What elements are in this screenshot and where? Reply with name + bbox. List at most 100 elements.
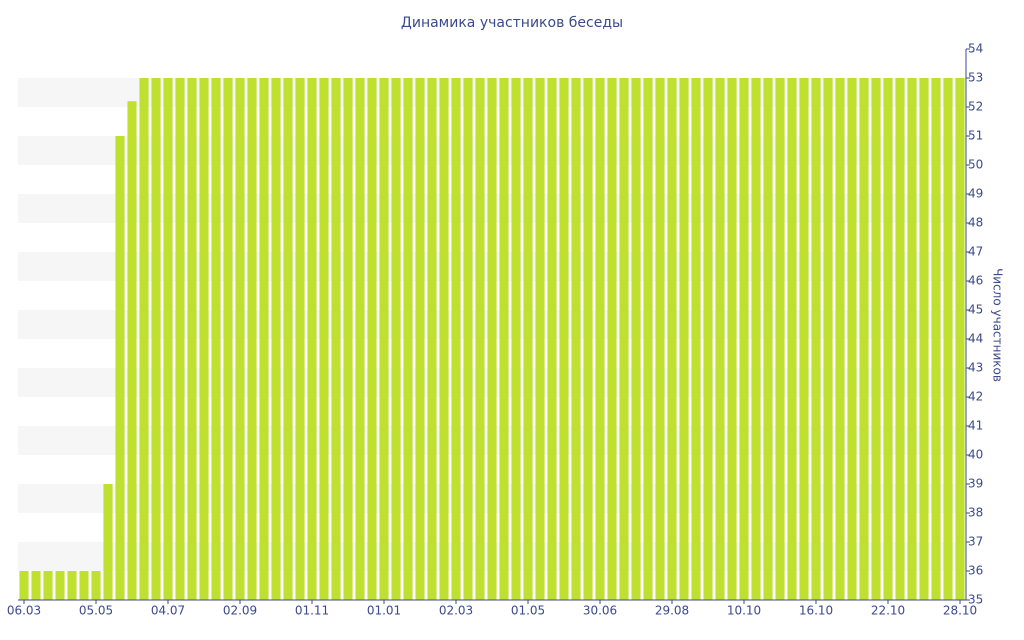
bar — [895, 78, 905, 600]
bar — [619, 78, 629, 600]
bar — [247, 78, 257, 600]
x-tick-label: 10.10 — [727, 604, 761, 618]
bar — [799, 78, 809, 600]
y-axis-label: Число участников — [991, 268, 1005, 382]
x-tick-label: 16.10 — [799, 604, 833, 618]
bar — [79, 571, 89, 600]
bar — [163, 78, 173, 600]
y-tick-label: 51 — [968, 129, 983, 143]
bar — [235, 78, 245, 600]
bar — [127, 101, 137, 600]
bar — [751, 78, 761, 600]
bar — [391, 78, 401, 600]
y-tick-label: 35 — [968, 593, 983, 607]
bar — [319, 78, 329, 600]
bar — [727, 78, 737, 600]
bar — [367, 78, 377, 600]
bar — [523, 78, 533, 600]
x-tick-label: 04.07 — [151, 604, 185, 618]
y-tick-label: 46 — [968, 274, 983, 288]
bar — [679, 78, 689, 600]
bar — [451, 78, 461, 600]
bar — [475, 78, 485, 600]
bar — [667, 78, 677, 600]
y-tick-label: 43 — [968, 361, 983, 375]
bar — [439, 78, 449, 600]
x-tick-label: 02.03 — [439, 604, 473, 618]
bar — [535, 78, 545, 600]
bar — [211, 78, 221, 600]
bar — [487, 78, 497, 600]
bar — [919, 78, 929, 600]
x-tick-label: 22.10 — [871, 604, 905, 618]
x-tick-label: 01.01 — [367, 604, 401, 618]
y-tick-label: 47 — [968, 245, 983, 259]
x-tick-label: 01.05 — [511, 604, 545, 618]
bar — [55, 571, 65, 600]
bar — [955, 78, 965, 600]
y-tick-label: 42 — [968, 390, 983, 404]
bar — [67, 571, 77, 600]
bar — [775, 78, 785, 600]
bar — [199, 78, 209, 600]
y-tick-label: 48 — [968, 216, 983, 230]
x-tick-label: 06.03 — [7, 604, 41, 618]
bar — [19, 571, 29, 600]
bar — [823, 78, 833, 600]
bar — [715, 78, 725, 600]
bar — [139, 78, 149, 600]
bar — [847, 78, 857, 600]
bar — [415, 78, 425, 600]
bar — [835, 78, 845, 600]
bar — [943, 78, 953, 600]
y-tick-label: 50 — [968, 158, 983, 172]
bar — [115, 136, 125, 600]
bar — [343, 78, 353, 600]
x-tick-label: 29.08 — [655, 604, 689, 618]
x-tick-label: 05.05 — [79, 604, 113, 618]
bar — [739, 78, 749, 600]
y-tick-label: 44 — [968, 332, 983, 346]
bar — [643, 78, 653, 600]
bar — [259, 78, 269, 600]
y-tick-label: 53 — [968, 71, 983, 85]
bar — [631, 78, 641, 600]
bar — [907, 78, 917, 600]
bar — [607, 78, 617, 600]
bar — [91, 571, 101, 600]
bar — [463, 78, 473, 600]
y-tick-label: 39 — [968, 477, 983, 491]
x-tick-label: 01.11 — [295, 604, 329, 618]
y-tick-label: 45 — [968, 303, 983, 317]
bar — [931, 78, 941, 600]
y-tick-label: 40 — [968, 448, 983, 462]
bar — [691, 78, 701, 600]
bar — [31, 571, 41, 600]
bar — [187, 78, 197, 600]
x-tick-label: 28.10 — [943, 604, 977, 618]
bar — [595, 78, 605, 600]
bar — [271, 78, 281, 600]
bar — [403, 78, 413, 600]
bar — [355, 78, 365, 600]
bar — [427, 78, 437, 600]
bar — [43, 571, 53, 600]
bar — [499, 78, 509, 600]
x-tick-label: 02.09 — [223, 604, 257, 618]
bar — [583, 78, 593, 600]
bar — [151, 78, 161, 600]
y-tick-label: 49 — [968, 187, 983, 201]
bar — [763, 78, 773, 600]
bar — [547, 78, 557, 600]
bar — [811, 78, 821, 600]
y-tick-label: 52 — [968, 100, 983, 114]
y-tick-label: 54 — [968, 42, 983, 56]
bar — [283, 78, 293, 600]
y-tick-label: 37 — [968, 535, 983, 549]
bar — [859, 78, 869, 600]
y-tick-label: 36 — [968, 564, 983, 578]
bar — [307, 78, 317, 600]
bar — [559, 78, 569, 600]
y-tick-label: 41 — [968, 419, 983, 433]
